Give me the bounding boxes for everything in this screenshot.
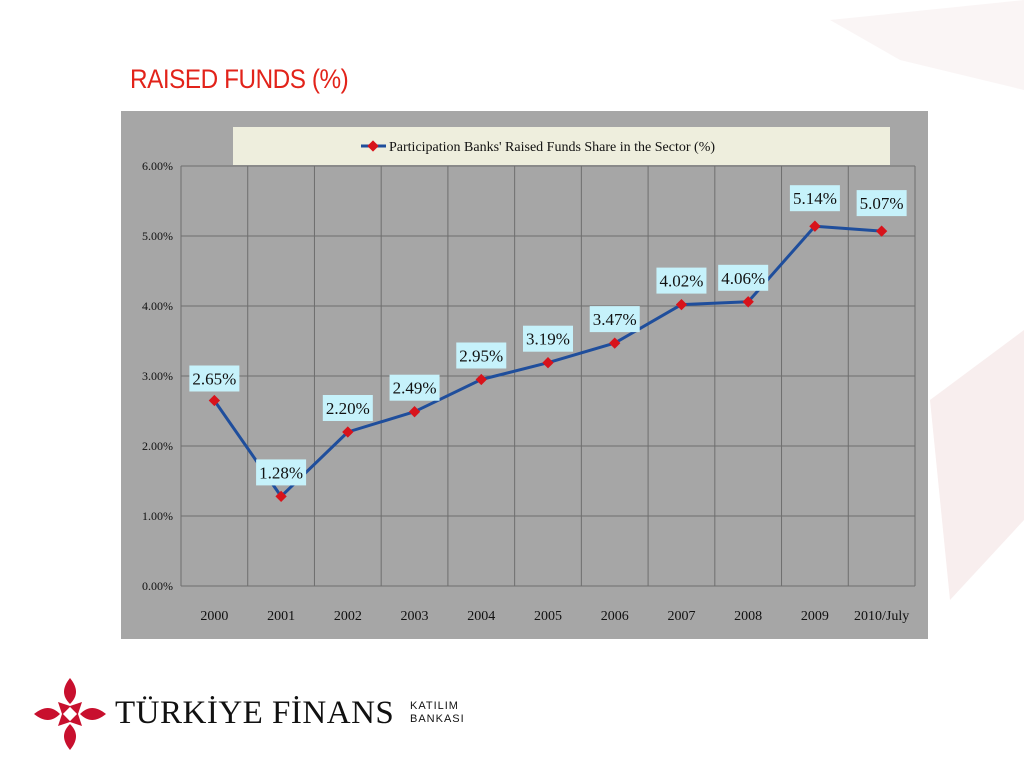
y-tick-label: 1.00% (142, 509, 173, 523)
y-tick-label: 2.00% (142, 439, 173, 453)
x-tick-label: 2002 (334, 609, 362, 624)
data-labels: 2.65% 1.28% 2.20% 2.49% 2.95% 3.19% 3.47% 4.02%… (189, 185, 907, 486)
data-point-marker (542, 357, 554, 369)
data-label-box (589, 306, 640, 333)
data-label-box (456, 342, 507, 369)
grid-lines (180, 165, 916, 587)
data-label-box (322, 395, 373, 421)
data-point-marker (609, 337, 621, 349)
data-point-marker (275, 490, 287, 503)
series-markers (208, 220, 888, 503)
data-label-box (718, 264, 769, 291)
data-label-box (789, 185, 840, 212)
x-tick-label: 2004 (467, 609, 495, 624)
data-label-value: 4.02% (659, 272, 703, 291)
data-label: 4.02% (656, 267, 707, 294)
data-point-marker (742, 296, 754, 308)
brand-sub-line1: KATILIM (410, 700, 459, 712)
data-label-value: 1.28% (259, 463, 303, 482)
data-label: 2.20% (322, 395, 373, 421)
brand-name: TÜRKİYE FİNANS (115, 695, 395, 731)
data-point-marker (342, 426, 354, 438)
x-tick-label: 2007 (667, 609, 695, 624)
data-label: 5.14% (789, 185, 840, 212)
data-label-value: 2.65% (192, 370, 236, 389)
data-label-box (256, 459, 307, 486)
data-label-value: 5.07% (860, 194, 904, 213)
data-label-value: 3.47% (593, 310, 637, 329)
y-axis-ticks: 0.00% 1.00% 2.00% 3.00% 4.00% 5.00% 6.00% (142, 159, 173, 593)
x-tick-label: 2008 (734, 609, 762, 624)
data-label-value: 4.06% (721, 269, 765, 288)
data-label-box (656, 267, 707, 294)
legend-box (233, 127, 890, 165)
data-label: 5.07% (856, 190, 907, 217)
data-label-box (523, 325, 573, 352)
y-tick-label: 6.00% (142, 159, 173, 173)
data-label-box (856, 190, 907, 217)
x-tick-label: 2000 (200, 609, 228, 624)
x-tick-label: 2003 (401, 609, 429, 624)
x-tick-label: 2001 (267, 609, 295, 624)
legend-label: Participation Banks' Raised Funds Share … (389, 140, 715, 155)
y-tick-label: 5.00% (142, 229, 173, 243)
data-label: 4.06% (718, 264, 769, 291)
data-label-value: 2.95% (459, 347, 503, 366)
data-point-marker (475, 373, 487, 386)
data-label: 2.95% (456, 342, 507, 369)
data-label: 1.28% (256, 459, 307, 486)
data-label-box (389, 374, 440, 401)
page-title: RAISED FUNDS (%) (130, 64, 349, 94)
data-point-marker (408, 406, 421, 418)
x-tick-label: 2009 (801, 609, 829, 624)
data-label: 2.49% (389, 374, 440, 401)
turkiye-finans-logo-icon (34, 678, 106, 750)
brand-subtitle: KATILIM BANKASI (410, 700, 465, 726)
data-label-value: 2.20% (326, 399, 370, 418)
data-point-marker (675, 298, 688, 311)
y-tick-label: 3.00% (142, 369, 173, 383)
data-label-value: 5.14% (793, 189, 837, 208)
y-tick-label: 0.00% (142, 579, 173, 593)
data-label-box (189, 365, 240, 392)
x-tick-label: 2010/July (854, 609, 909, 624)
data-label: 3.19% (523, 325, 573, 352)
data-label-value: 3.19% (526, 330, 570, 349)
legend: Participation Banks' Raised Funds Share … (233, 127, 890, 165)
data-point-marker (208, 394, 221, 407)
chart-panel: 0.00% 1.00% 2.00% 3.00% 4.00% 5.00% 6.00% 2000… (121, 111, 928, 639)
data-label: 3.47% (589, 306, 640, 333)
x-axis-ticks: 2000 2001 2002 2003 2004 2005 2006 2007 2008 2009… (200, 609, 909, 624)
brand-sub-line2: BANKASI (410, 713, 465, 725)
x-tick-label: 2006 (601, 609, 629, 624)
data-point-marker (875, 225, 888, 237)
x-tick-label: 2005 (534, 609, 562, 624)
y-tick-label: 4.00% (142, 299, 173, 313)
data-label-value: 2.49% (393, 379, 437, 398)
data-label: 2.65% (189, 365, 240, 392)
line-chart: 0.00% 1.00% 2.00% 3.00% 4.00% 5.00% 6.00% 2000… (142, 127, 916, 624)
